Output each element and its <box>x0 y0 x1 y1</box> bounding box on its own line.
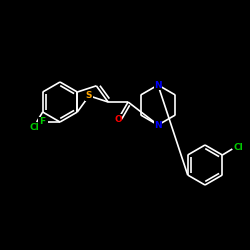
Text: Cl: Cl <box>234 142 243 152</box>
Text: N: N <box>154 80 162 90</box>
Text: Cl: Cl <box>30 124 40 132</box>
Text: O: O <box>114 115 122 124</box>
Text: N: N <box>154 120 162 130</box>
Text: S: S <box>86 91 92 100</box>
Text: F: F <box>39 118 45 126</box>
